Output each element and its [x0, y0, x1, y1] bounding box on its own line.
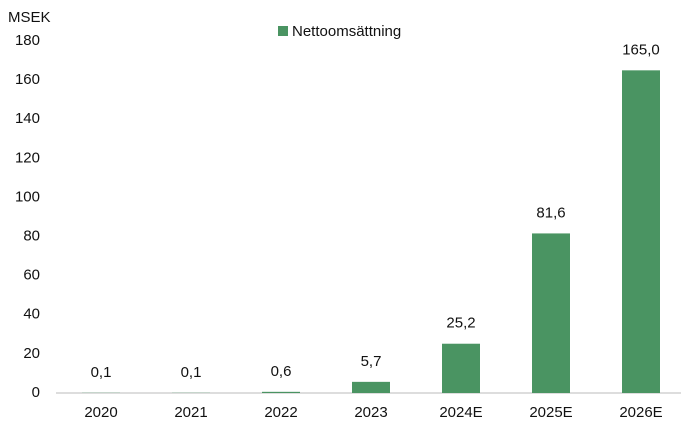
y-tick-label: 80	[23, 228, 40, 245]
x-tick-label: 2025E	[529, 404, 572, 421]
x-tick-label: 2022	[264, 404, 297, 421]
legend-label: Nettoomsättning	[292, 23, 401, 40]
legend-swatch	[278, 26, 288, 36]
data-label: 81,6	[536, 204, 565, 221]
y-tick-label: 160	[15, 71, 40, 88]
y-tick-label: 60	[23, 267, 40, 284]
y-tick-label: 40	[23, 306, 40, 323]
data-label: 165,0	[622, 41, 660, 58]
x-tick-label: 2020	[84, 404, 117, 421]
x-tick-label: 2024E	[439, 404, 482, 421]
data-label: 0,1	[91, 364, 112, 381]
y-tick-label: 180	[15, 32, 40, 49]
x-tick-label: 2023	[354, 404, 387, 421]
bar	[622, 70, 660, 393]
y-tick-label: 20	[23, 345, 40, 362]
data-label: 25,2	[446, 315, 475, 332]
x-tick-label: 2021	[174, 404, 207, 421]
bar	[532, 233, 570, 393]
data-label: 0,6	[271, 363, 292, 380]
y-tick-label: 120	[15, 149, 40, 166]
data-label: 5,7	[361, 353, 382, 370]
data-label: 0,1	[181, 364, 202, 381]
y-axis-label: MSEK	[8, 9, 51, 26]
bar	[262, 392, 300, 393]
bar	[352, 382, 390, 393]
bar	[442, 344, 480, 393]
y-tick-label: 100	[15, 188, 40, 205]
y-tick-label: 0	[32, 384, 40, 401]
y-tick-label: 140	[15, 110, 40, 127]
x-tick-label: 2026E	[619, 404, 662, 421]
